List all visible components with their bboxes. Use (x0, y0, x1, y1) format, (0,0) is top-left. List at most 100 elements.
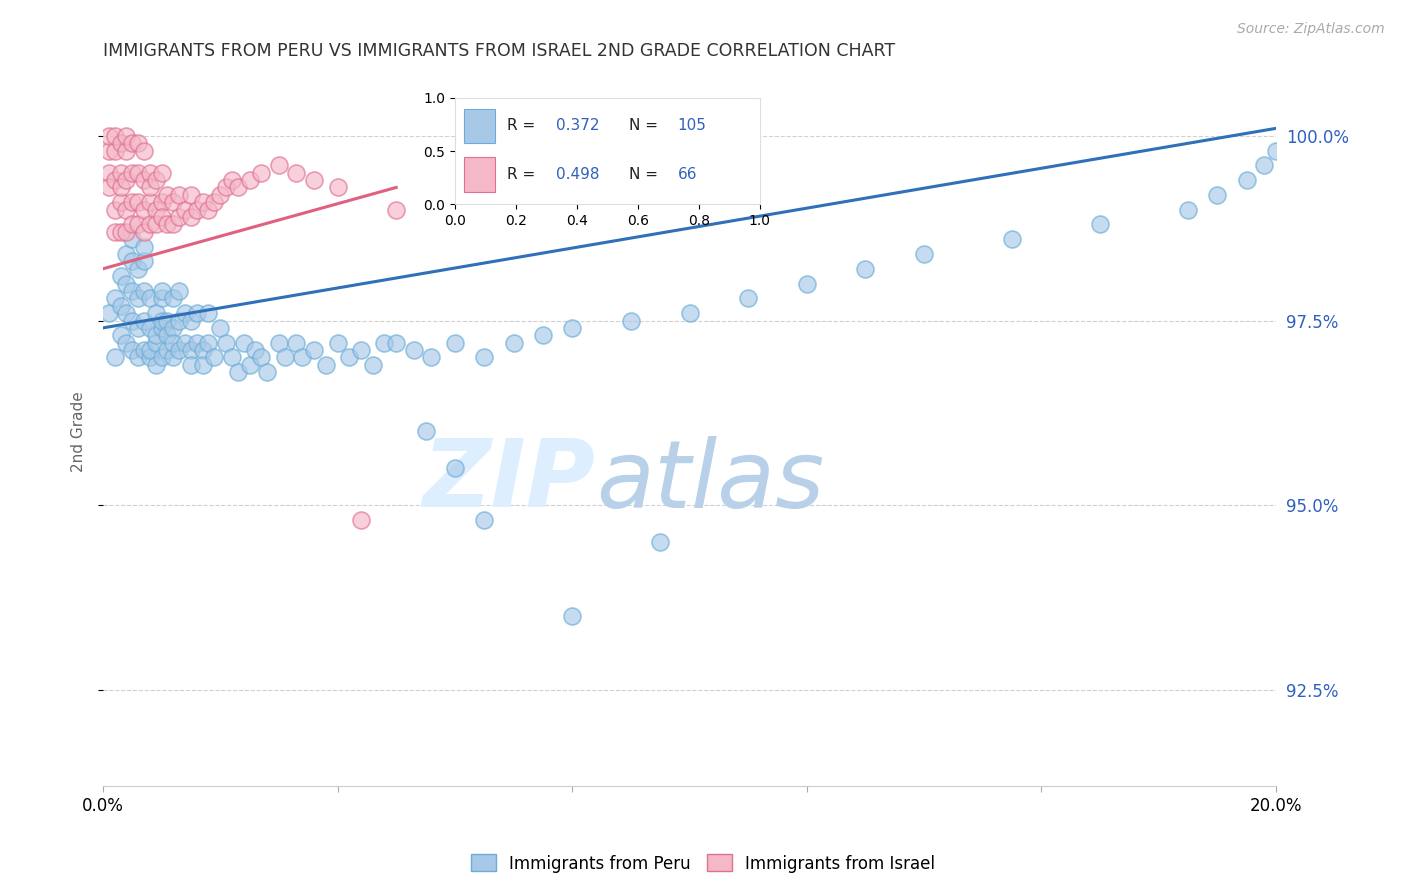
Point (267, 158, 290, 172)
Point (97, 306, 120, 320)
Point (620, 313, 643, 327)
Point (267, 335, 290, 350)
Point (1236, 173, 1258, 187)
Point (180, 343, 202, 357)
Point (145, 328, 167, 343)
Point (472, 513, 495, 527)
Point (115, 173, 138, 187)
Point (150, 351, 173, 365)
Point (162, 351, 184, 365)
Point (162, 291, 184, 305)
Point (127, 351, 149, 365)
Point (150, 210, 173, 224)
Point (121, 136, 143, 150)
Point (121, 313, 143, 327)
Point (385, 335, 408, 350)
Point (186, 306, 208, 320)
Point (238, 173, 260, 187)
Point (121, 284, 143, 298)
Point (302, 173, 325, 187)
Point (115, 247, 138, 261)
Point (167, 210, 190, 224)
Point (127, 136, 149, 150)
Point (256, 365, 278, 379)
Point (145, 306, 167, 320)
Point (132, 225, 155, 239)
Point (191, 195, 214, 210)
Point (162, 321, 184, 335)
Point (162, 195, 184, 210)
Point (191, 358, 214, 372)
Point (156, 313, 179, 327)
Point (167, 343, 190, 357)
Point (156, 187, 179, 202)
Text: IMMIGRANTS FROM PERU VS IMMIGRANTS FROM ISRAEL 2ND GRADE CORRELATION CHART: IMMIGRANTS FROM PERU VS IMMIGRANTS FROM … (103, 42, 896, 60)
Point (502, 335, 524, 350)
Point (232, 335, 254, 350)
Point (156, 218, 179, 232)
Text: Source: ZipAtlas.com: Source: ZipAtlas.com (1237, 22, 1385, 37)
Point (350, 513, 373, 527)
Point (127, 218, 149, 232)
Point (472, 351, 495, 365)
Text: ZIP: ZIP (423, 435, 596, 527)
Point (97, 166, 120, 180)
Point (855, 261, 877, 276)
Point (145, 358, 167, 372)
Point (245, 343, 267, 357)
Point (180, 187, 202, 202)
Point (150, 166, 173, 180)
Point (121, 166, 143, 180)
Point (139, 218, 162, 232)
Point (191, 343, 214, 357)
Point (110, 180, 132, 194)
Point (104, 202, 127, 217)
Point (115, 128, 138, 143)
Point (1177, 202, 1199, 217)
Point (139, 180, 162, 194)
Point (1001, 232, 1024, 246)
Point (97, 128, 120, 143)
Point (226, 365, 249, 379)
Point (127, 261, 149, 276)
Point (180, 313, 202, 327)
Point (139, 343, 162, 357)
Point (121, 254, 143, 268)
Point (121, 232, 143, 246)
Point (1265, 144, 1288, 158)
Point (132, 254, 155, 268)
Point (678, 306, 700, 320)
Point (110, 136, 132, 150)
Point (202, 351, 225, 365)
Point (174, 202, 197, 217)
Point (132, 313, 155, 327)
Point (209, 187, 232, 202)
Point (326, 335, 349, 350)
Point (650, 535, 672, 549)
Point (221, 173, 243, 187)
Point (215, 180, 238, 194)
Point (215, 335, 238, 350)
Point (156, 343, 179, 357)
Point (561, 609, 583, 624)
Point (115, 202, 138, 217)
Point (180, 210, 202, 224)
Point (1088, 218, 1111, 232)
Point (209, 321, 232, 335)
Point (104, 351, 127, 365)
Point (104, 291, 127, 305)
Text: atlas: atlas (596, 435, 824, 526)
Point (167, 313, 190, 327)
Point (104, 225, 127, 239)
Point (150, 195, 173, 210)
Point (385, 202, 408, 217)
Point (145, 218, 167, 232)
Point (186, 335, 208, 350)
Point (912, 247, 935, 261)
Point (139, 166, 162, 180)
Point (162, 335, 184, 350)
Point (156, 328, 179, 343)
Point (97, 144, 120, 158)
Point (139, 291, 162, 305)
Point (373, 335, 395, 350)
